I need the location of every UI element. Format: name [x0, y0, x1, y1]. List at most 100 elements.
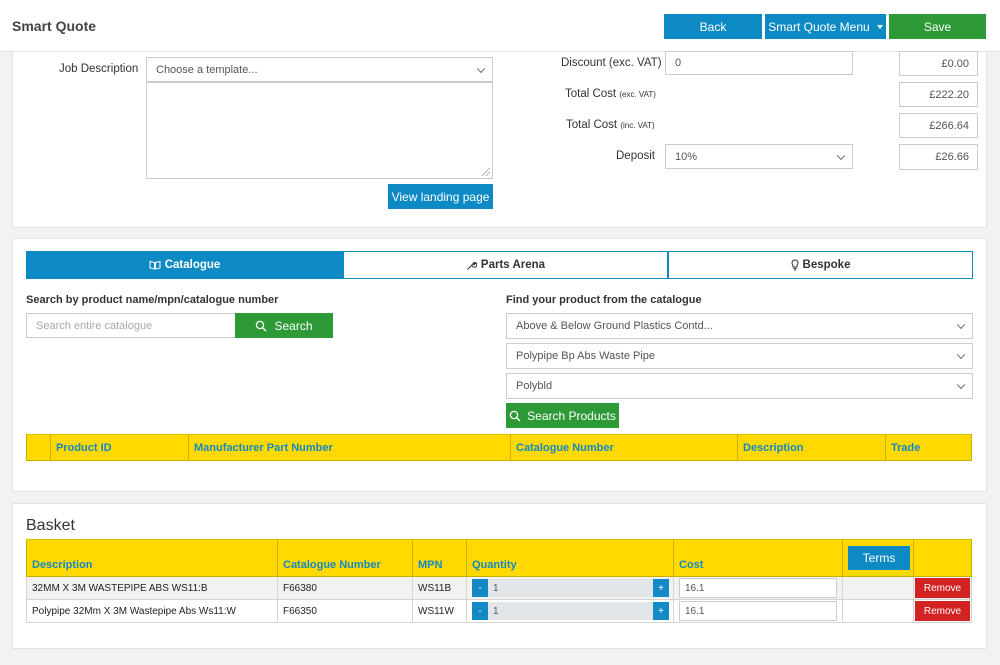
top-bar: Smart Quote Back Smart Quote Menu Save [0, 0, 1000, 52]
deposit-value-field: £26.66 [899, 144, 978, 170]
quantity-input[interactable]: 1 [488, 602, 653, 620]
back-button[interactable]: Back [664, 14, 762, 39]
catalogue-range-value: Polypipe Bp Abs Waste Pipe [516, 350, 656, 362]
remove-button[interactable]: Remove [915, 601, 970, 621]
cost-input[interactable]: 16.1 [679, 601, 837, 621]
template-select[interactable]: Choose a template... [146, 57, 493, 82]
basket-table: Description Catalogue Number MPN Quantit… [26, 539, 972, 623]
total-inc-vat-field: £266.64 [899, 113, 978, 138]
search-section-label: Search by product name/mpn/catalogue num… [26, 294, 279, 306]
basket-row-description: Polypipe 32Mm X 3M Wastepipe Abs Ws11:W [26, 599, 278, 623]
search-icon [509, 410, 521, 421]
basket-header-row: Description Catalogue Number MPN Quantit… [26, 539, 972, 577]
table-row: 32MM X 3M WASTEPIPE ABS WS11:B F66380 WS… [26, 576, 972, 600]
results-header-mpn[interactable]: Manufacturer Part Number [188, 434, 511, 461]
inc-vat-note: (inc. VAT) [620, 121, 655, 130]
basket-row-mpn: WS11B [412, 576, 467, 600]
results-table: Product ID Manufacturer Part Number Cata… [26, 434, 972, 461]
deposit-select[interactable]: 10% [665, 144, 853, 169]
tab-catalogue-label: Catalogue [164, 259, 221, 271]
basket-row-description: 32MM X 3M WASTEPIPE ABS WS11:B [26, 576, 278, 600]
total-exc-vat-value: £222.20 [929, 88, 969, 101]
basket-row-cost-cell: 16.1 [673, 576, 843, 600]
job-description-label: Job Description [59, 63, 139, 75]
quantity-stepper: - 1 + [472, 579, 669, 597]
quantity-increase-button[interactable]: + [653, 579, 669, 597]
deposit-value: £26.66 [935, 151, 969, 163]
total-exc-vat-label-text: Total Cost [565, 88, 617, 100]
deposit-label: Deposit [616, 150, 655, 162]
basket-row-remove-cell: Remove [913, 599, 972, 623]
remove-button[interactable]: Remove [915, 578, 970, 598]
quantity-increase-button[interactable]: + [653, 602, 669, 620]
search-products-button[interactable]: Search Products [506, 403, 619, 428]
basket-row-mpn: WS11W [412, 599, 467, 623]
exc-vat-note: (exc. VAT) [619, 90, 656, 99]
results-header-row: Product ID Manufacturer Part Number Cata… [26, 434, 972, 461]
basket-title: Basket [26, 517, 75, 534]
catalogue-search-placeholder: Search entire catalogue [36, 319, 153, 332]
resize-handle-icon[interactable] [482, 168, 490, 176]
catalogue-category-value: Above & Below Ground Plastics Contd... [516, 320, 713, 332]
job-description-textarea[interactable] [146, 82, 493, 179]
smart-quote-menu-label: Smart Quote Menu [768, 19, 870, 34]
book-icon [149, 260, 161, 270]
discount-label: Discount (exc. VAT) [561, 57, 662, 69]
search-icon [256, 320, 267, 331]
quantity-decrease-button[interactable]: - [472, 579, 488, 597]
results-header-product-id[interactable]: Product ID [50, 434, 189, 461]
table-row: Polypipe 32Mm X 3M Wastepipe Abs Ws11:W … [26, 599, 972, 623]
catalogue-search-input[interactable]: Search entire catalogue [26, 313, 236, 338]
total-inc-vat-value: £266.64 [929, 119, 969, 132]
tab-catalogue[interactable]: Catalogue [26, 251, 343, 279]
search-products-label: Search Products [527, 408, 616, 423]
basket-row-quantity-cell: - 1 + [466, 576, 674, 600]
basket-header-terms: Terms [842, 539, 914, 577]
basket-row-catalogue-number: F66350 [277, 599, 413, 623]
catalogue-product-value: Polybld [516, 380, 553, 392]
tab-parts-arena-label: Parts Arena [480, 259, 546, 271]
discount-value-field: £0.00 [899, 51, 978, 76]
terms-button[interactable]: Terms [848, 546, 910, 570]
view-landing-page-button[interactable]: View landing page [388, 184, 493, 209]
results-header-catalogue-number[interactable]: Catalogue Number [510, 434, 738, 461]
basket-header-cost: Cost [673, 539, 843, 577]
catalogue-range-select[interactable]: Polypipe Bp Abs Waste Pipe [506, 343, 973, 369]
smart-quote-menu-button[interactable]: Smart Quote Menu [765, 14, 886, 39]
results-header-select [26, 434, 51, 461]
deposit-select-value: 10% [675, 150, 698, 163]
cost-input[interactable]: 16.1 [679, 578, 837, 598]
discount-input-value: 0 [675, 57, 682, 69]
results-header-description[interactable]: Description [737, 434, 886, 461]
discount-value: £0.00 [941, 57, 969, 70]
basket-header-mpn: MPN [412, 539, 467, 577]
basket-row-terms-cell [842, 599, 914, 623]
basket-header-description: Description [26, 539, 278, 577]
discount-input[interactable]: 0 [665, 51, 853, 75]
quantity-stepper: - 1 + [472, 602, 669, 620]
basket-header-quantity: Quantity [466, 539, 674, 577]
search-button[interactable]: Search [235, 313, 333, 338]
catalogue-product-select[interactable]: Polybld [506, 373, 973, 399]
page-title: Smart Quote [12, 18, 97, 34]
quantity-input[interactable]: 1 [488, 579, 653, 597]
template-select-value: Choose a template... [156, 63, 258, 76]
wrench-icon [467, 261, 477, 270]
total-inc-vat-label: Total Cost (inc. VAT) [566, 119, 655, 131]
tab-parts-arena[interactable]: Parts Arena [343, 251, 668, 279]
results-header-trade[interactable]: Trade [885, 434, 972, 461]
basket-row-remove-cell: Remove [913, 576, 972, 600]
save-button[interactable]: Save [889, 14, 986, 39]
total-inc-vat-label-text: Total Cost [566, 119, 618, 131]
basket-row-cost-cell: 16.1 [673, 599, 843, 623]
basket-header-catalogue-number: Catalogue Number [277, 539, 413, 577]
tab-bespoke-label: Bespoke [802, 259, 851, 271]
tab-bespoke[interactable]: Bespoke [668, 251, 973, 279]
quantity-decrease-button[interactable]: - [472, 602, 488, 620]
catalogue-category-select[interactable]: Above & Below Ground Plastics Contd... [506, 313, 973, 339]
basket-row-catalogue-number: F66380 [277, 576, 413, 600]
basket-header-actions [913, 539, 972, 577]
basket-row-quantity-cell: - 1 + [466, 599, 674, 623]
basket-row-terms-cell [842, 576, 914, 600]
total-exc-vat-label: Total Cost (exc. VAT) [565, 88, 656, 100]
